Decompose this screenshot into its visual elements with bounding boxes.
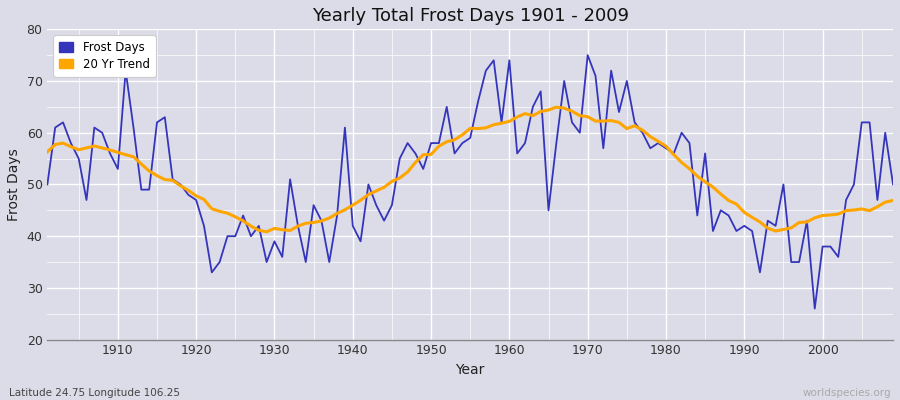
Legend: Frost Days, 20 Yr Trend: Frost Days, 20 Yr Trend bbox=[53, 35, 156, 76]
Text: worldspecies.org: worldspecies.org bbox=[803, 388, 891, 398]
Text: Latitude 24.75 Longitude 106.25: Latitude 24.75 Longitude 106.25 bbox=[9, 388, 180, 398]
Title: Yearly Total Frost Days 1901 - 2009: Yearly Total Frost Days 1901 - 2009 bbox=[311, 7, 629, 25]
X-axis label: Year: Year bbox=[455, 363, 485, 377]
Y-axis label: Frost Days: Frost Days bbox=[7, 148, 21, 221]
